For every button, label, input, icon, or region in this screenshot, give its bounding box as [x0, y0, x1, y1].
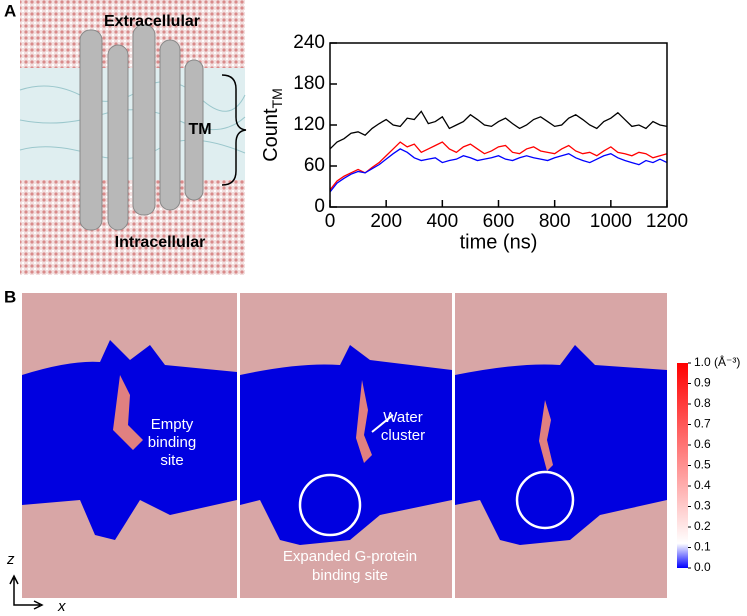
annotation: binding site — [312, 567, 388, 584]
y-tick-label: 120 — [293, 114, 325, 135]
colorbar-tick-label: 0.3 — [694, 499, 711, 513]
colorbar-tick-label: 0.4 — [694, 478, 711, 492]
snapshot-label: Extracellular — [104, 13, 200, 30]
annotation: Expanded G-protein — [283, 548, 417, 565]
colorbar-tick-label: 0.1 — [694, 540, 711, 554]
annotation: cluster — [381, 427, 425, 444]
x-tick-label: 600 — [483, 211, 515, 232]
snapshot-label: TM — [188, 121, 211, 138]
colorbar-tick-label: 0.0 — [694, 560, 711, 574]
y-tick-label: 180 — [293, 73, 325, 94]
panel-label: A — [4, 1, 16, 20]
colorbar-tick-label: 1.0 (Å⁻³) — [694, 354, 740, 369]
x-tick-label: 1200 — [646, 211, 688, 232]
y-tick-label: 240 — [293, 32, 325, 53]
y-tick-label: 60 — [304, 155, 325, 176]
axis-label: z — [6, 551, 15, 568]
colorbar-tick-label: 0.9 — [694, 376, 711, 390]
colorbar-tick-label: 0.6 — [694, 437, 711, 451]
colorbar-tick-label: 0.8 — [694, 396, 711, 410]
colorbar-tick-label: 0.7 — [694, 417, 711, 431]
y-tick-label: 0 — [314, 196, 325, 217]
y-axis-label-main: Count — [260, 108, 282, 162]
x-axis-label: time (ns) — [460, 231, 538, 253]
annotation: site — [160, 452, 183, 469]
line-chart: 0 60 120 180 240 0 200 400 600 800 1000 1200 time (n… — [260, 32, 688, 253]
md-snapshot: Extracellular TM Intracellular — [19, 0, 247, 275]
series-line — [329, 141, 668, 191]
series-line — [329, 148, 668, 193]
series-line — [329, 110, 668, 150]
x-tick-label: 0 — [325, 211, 336, 232]
colorbar-tick-label: 0.5 — [694, 458, 711, 472]
annotation: Water — [383, 409, 422, 426]
colorbar-tick-label: 0.2 — [694, 519, 711, 533]
y-axis-label-sub: TM — [269, 88, 285, 108]
y-axis-label: CountTM — [260, 88, 284, 162]
annotation: binding — [148, 434, 196, 451]
annotation: Empty — [151, 416, 194, 433]
snapshot-label: Intracellular — [115, 234, 206, 251]
x-tick-label: 200 — [370, 211, 402, 232]
x-tick-label: 800 — [539, 211, 571, 232]
colorbar — [677, 363, 688, 568]
density-maps: Empty binding site Water cluster Expande… — [6, 293, 688, 615]
x-tick-label: 400 — [426, 211, 458, 232]
panel-label: B — [4, 287, 16, 306]
plot-frame — [329, 42, 668, 208]
axis-label: x — [57, 598, 66, 615]
x-tick-label: 1000 — [590, 211, 632, 232]
